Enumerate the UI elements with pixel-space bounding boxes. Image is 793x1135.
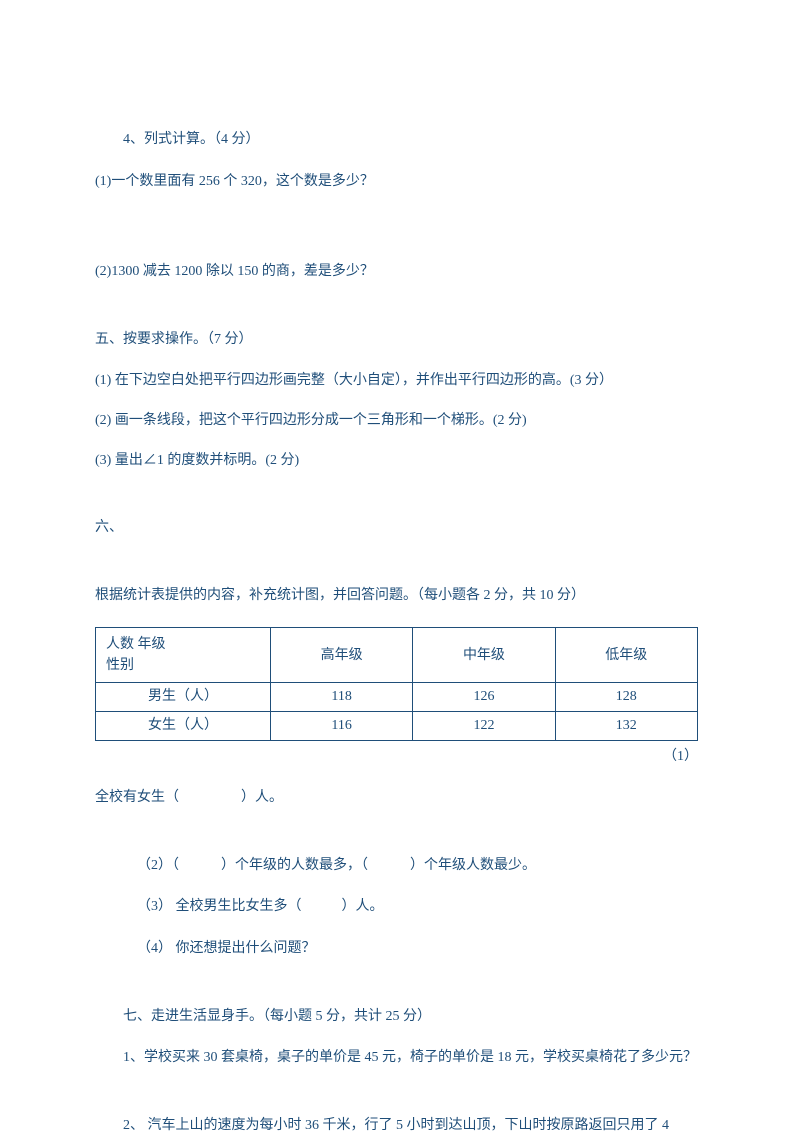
q6-2-a: （2）（ <box>137 858 179 873</box>
cell: 128 <box>555 683 697 712</box>
section-7-title: 七、走进生活显身手。（每小题 5 分，共计 25 分） <box>95 1007 698 1027</box>
q6-4: （4） 你还想提出什么问题？ <box>95 939 698 959</box>
col-header: 中年级 <box>413 628 555 683</box>
q7-2: 2、 汽车上山的速度为每小时 36 千米，行了 5 小时到达山顶，下山时按原路返… <box>95 1116 698 1135</box>
corner-line1: 人数 年级 <box>106 634 260 655</box>
section-4-title: 4、列式计算。（4 分） <box>95 130 698 150</box>
cell: 122 <box>413 711 555 740</box>
corner-line2: 性别 <box>106 655 260 676</box>
table-row: 男生（人） 118 126 128 <box>96 683 698 712</box>
q5-1: (1) 在下边空白处把平行四边形画完整（大小自定），并作出平行四边形的高。(3 … <box>95 371 698 391</box>
section-6-intro: 根据统计表提供的内容，补充统计图，并回答问题。（每小题各 2 分，共 10 分） <box>95 586 698 606</box>
q5-3: (3) 量出∠1 的度数并标明。(2 分) <box>95 451 698 471</box>
section-6-title: 六、 <box>95 518 698 538</box>
q6-3: （3） 全校男生比女生多（ ）人。 <box>95 897 698 917</box>
q6-1-marker: （1） <box>95 747 698 767</box>
table-header-row: 人数 年级 性别 高年级 中年级 低年级 <box>96 628 698 683</box>
q6-3-b: ）人。 <box>342 899 384 914</box>
q5-2: (2) 画一条线段，把这个平行四边形分成一个三角形和一个梯形。(2 分) <box>95 411 698 431</box>
q6-1-b: ）人。 <box>241 790 283 805</box>
table-row: 女生（人） 116 122 132 <box>96 711 698 740</box>
cell: 118 <box>270 683 412 712</box>
cell: 126 <box>413 683 555 712</box>
row-label: 男生（人） <box>96 683 271 712</box>
cell: 132 <box>555 711 697 740</box>
q6-1-a: 全校有女生（ <box>95 790 179 805</box>
section-5-title: 五、按要求操作。（7 分） <box>95 330 698 350</box>
q7-1: 1、学校买来 30 套桌椅，桌子的单价是 45 元，椅子的单价是 18 元，学校… <box>95 1048 698 1068</box>
q6-2-b: ）个年级的人数最多，（ <box>221 858 368 873</box>
q6-3-a: （3） 全校男生比女生多（ <box>137 899 302 914</box>
q6-2: （2）（ ）个年级的人数最多，（ ）个年级人数最少。 <box>95 856 698 876</box>
cell: 116 <box>270 711 412 740</box>
q4-2: (2)1300 减去 1200 除以 150 的商，差是多少？ <box>95 262 698 282</box>
q6-1-body: 全校有女生（ ）人。 <box>95 788 698 808</box>
col-header: 高年级 <box>270 628 412 683</box>
row-label: 女生（人） <box>96 711 271 740</box>
q4-1: (1)一个数里面有 256 个 320，这个数是多少？ <box>95 172 698 192</box>
col-header: 低年级 <box>555 628 697 683</box>
statistics-table: 人数 年级 性别 高年级 中年级 低年级 男生（人） 118 126 128 女… <box>95 627 698 740</box>
q6-2-c: ）个年级人数最少。 <box>410 858 536 873</box>
table-corner-cell: 人数 年级 性别 <box>96 628 271 683</box>
